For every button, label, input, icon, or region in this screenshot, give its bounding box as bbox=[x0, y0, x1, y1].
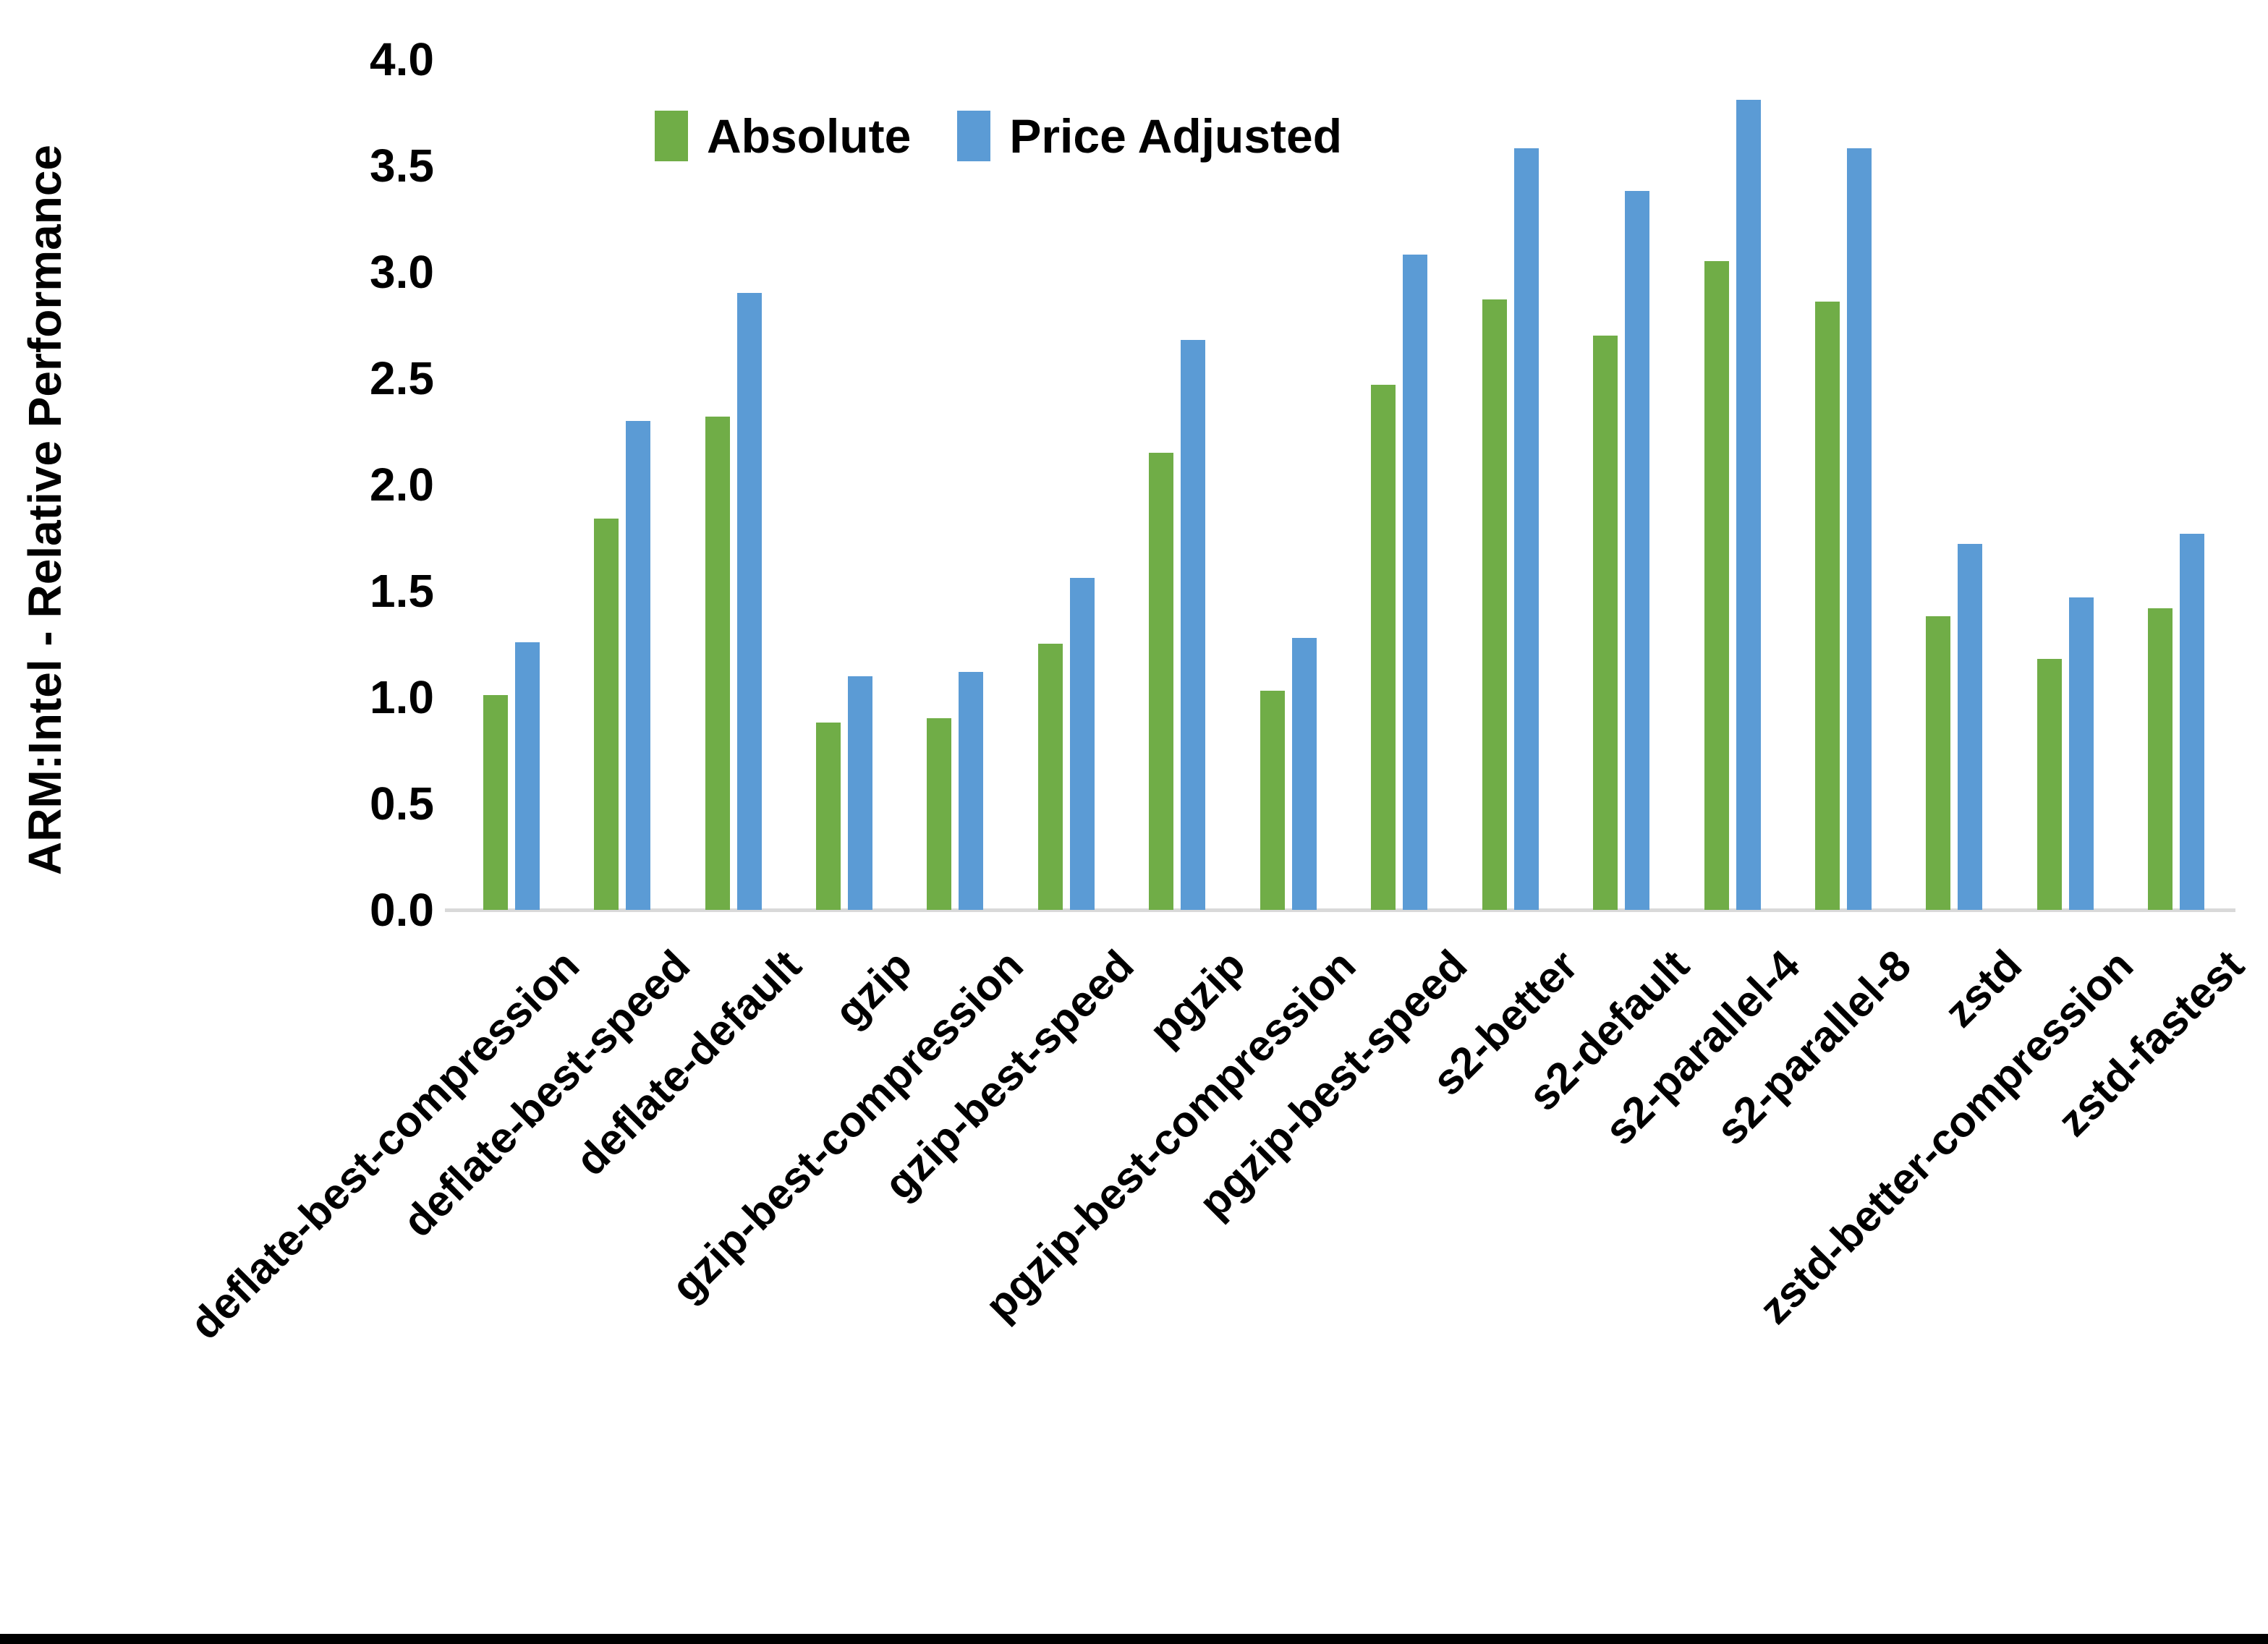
x-axis-label: s2-parallel-8 bbox=[1707, 940, 1921, 1154]
bar-absolute bbox=[1926, 616, 1951, 910]
bottom-border bbox=[0, 1634, 2268, 1644]
bar-price-adjusted bbox=[1625, 191, 1650, 910]
y-tick-label: 0.0 bbox=[370, 884, 434, 936]
x-axis-label: pgzip bbox=[1139, 940, 1254, 1055]
x-axis-label: gzip-best-compression bbox=[661, 940, 1032, 1311]
legend-item-price-adjusted: Price Adjusted bbox=[957, 108, 1342, 163]
x-axis-label: gzip bbox=[825, 940, 922, 1036]
legend-swatch-price-adjusted bbox=[957, 111, 991, 161]
bar-price-adjusted bbox=[848, 676, 873, 910]
x-axis-label: s2-default bbox=[1519, 940, 1699, 1120]
y-tick-label: 1.5 bbox=[370, 565, 434, 617]
bar-price-adjusted bbox=[514, 642, 540, 910]
legend-swatch-absolute bbox=[655, 111, 688, 161]
y-tick-label: 3.0 bbox=[370, 246, 434, 298]
bar-price-adjusted bbox=[1958, 544, 1983, 910]
bar-price-adjusted bbox=[959, 672, 984, 910]
bar-absolute bbox=[2148, 608, 2173, 910]
x-axis-label: pgzip-best-compression bbox=[976, 940, 1365, 1330]
bar-price-adjusted bbox=[2068, 597, 2094, 910]
y-tick-label: 2.0 bbox=[370, 459, 434, 511]
bar-absolute bbox=[927, 718, 952, 910]
bar-price-adjusted bbox=[2180, 534, 2205, 910]
legend: Absolute Price Adjusted bbox=[655, 108, 1342, 163]
bar-absolute bbox=[1371, 385, 1396, 910]
bar-absolute bbox=[2036, 659, 2062, 910]
bar-absolute bbox=[705, 417, 730, 910]
x-axis-label: s2-better bbox=[1423, 940, 1587, 1105]
x-axis-label: zstd bbox=[1935, 940, 2031, 1036]
y-tick-label: 1.0 bbox=[370, 671, 434, 723]
x-axis-label: deflate-best-speed bbox=[393, 940, 700, 1246]
bar-absolute bbox=[816, 723, 841, 910]
bar-price-adjusted bbox=[1291, 638, 1317, 910]
x-axis-label: zstd-fastest bbox=[2048, 940, 2254, 1146]
y-tick-label: 3.5 bbox=[370, 140, 434, 192]
bar-absolute bbox=[1814, 302, 1840, 910]
x-axis-label: s2-parallel-4 bbox=[1595, 940, 1809, 1154]
y-tick-label: 0.5 bbox=[370, 778, 434, 830]
bar-absolute bbox=[1260, 691, 1285, 910]
bar-absolute bbox=[483, 695, 508, 910]
x-axis-label: zstd-better-compression bbox=[1749, 940, 2142, 1334]
bar-price-adjusted bbox=[1513, 148, 1539, 910]
x-axis-label: pgzip-best-speed bbox=[1189, 940, 1477, 1227]
legend-item-absolute: Absolute bbox=[655, 108, 911, 163]
bar-price-adjusted bbox=[626, 421, 651, 910]
bar-absolute bbox=[1482, 299, 1507, 910]
x-axis-line bbox=[445, 908, 2235, 912]
x-axis-label: deflate-best-compression bbox=[180, 940, 588, 1349]
y-tick-label: 4.0 bbox=[370, 33, 434, 85]
bar-absolute bbox=[594, 519, 619, 910]
bar-absolute bbox=[1593, 336, 1618, 910]
bar-price-adjusted bbox=[1181, 340, 1206, 910]
x-axis-label: deflate-default bbox=[566, 940, 810, 1185]
bar-price-adjusted bbox=[1403, 255, 1428, 910]
bar-absolute bbox=[1037, 644, 1063, 910]
legend-label-absolute: Absolute bbox=[707, 109, 912, 163]
y-tick-label: 2.5 bbox=[370, 352, 434, 404]
bar-price-adjusted bbox=[1846, 148, 1872, 910]
bar-price-adjusted bbox=[736, 293, 762, 910]
bar-absolute bbox=[1149, 453, 1174, 910]
legend-label-price-adjusted: Price Adjusted bbox=[1009, 109, 1343, 163]
bar-price-adjusted bbox=[1069, 578, 1095, 910]
bar-price-adjusted bbox=[1736, 100, 1761, 910]
bar-absolute bbox=[1704, 261, 1729, 910]
y-axis-title: ARM:Intel - Relative Performance bbox=[19, 144, 71, 876]
x-axis-label: gzip-best-speed bbox=[875, 940, 1143, 1209]
plot-area bbox=[456, 59, 2232, 910]
